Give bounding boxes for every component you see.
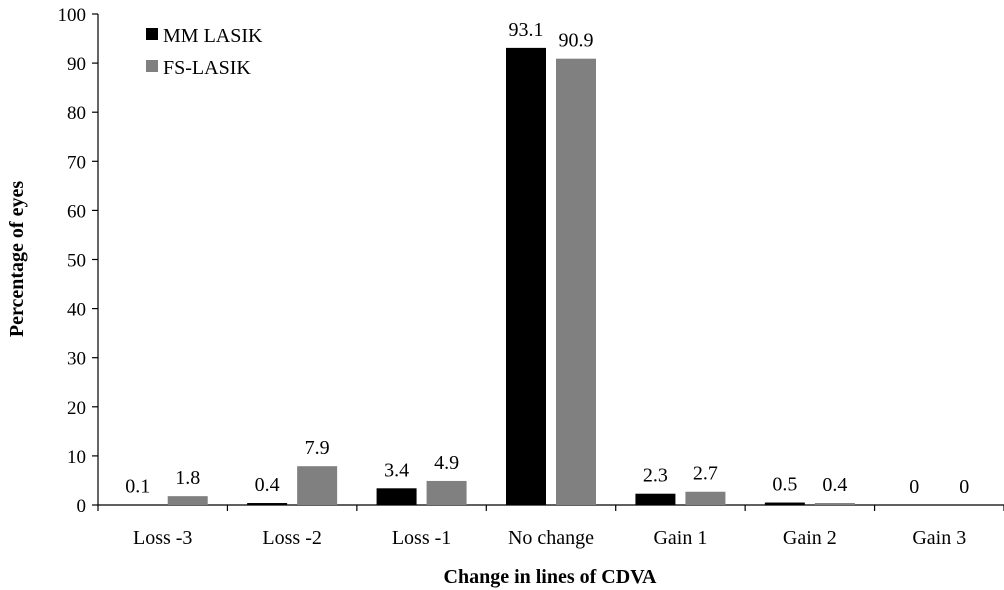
bar-fs-lasik <box>814 503 855 505</box>
y-tick-label: 80 <box>67 103 86 124</box>
data-label-mm-lasik: 3.4 <box>384 459 409 481</box>
bar-fs-lasik <box>685 491 726 505</box>
x-category-label: No change <box>508 527 594 549</box>
bar-mm-lasik <box>635 493 676 505</box>
legend-label-fs-lasik: FS-LASIK <box>163 57 251 79</box>
data-label-fs-lasik: 0.4 <box>822 474 847 496</box>
data-label-fs-lasik: 7.9 <box>305 437 330 459</box>
y-axis-title: Percentage of eyes <box>6 181 28 337</box>
bar-fs-lasik <box>426 480 467 505</box>
legend-swatch-mm-lasik <box>146 28 158 40</box>
x-category-label: Gain 1 <box>653 527 707 549</box>
y-tick-label: 30 <box>67 349 86 370</box>
y-tick-label: 20 <box>67 398 86 419</box>
data-label-mm-lasik: 0 <box>909 476 919 498</box>
y-tick-label: 50 <box>67 251 86 272</box>
x-category-label: Gain 3 <box>912 527 966 549</box>
data-label-fs-lasik: 2.7 <box>693 463 718 485</box>
data-label-mm-lasik: 0.4 <box>255 474 280 496</box>
x-axis-title: Change in lines of CDVA <box>444 566 658 588</box>
y-tick-label: 100 <box>58 5 87 26</box>
data-label-fs-lasik: 90.9 <box>559 30 594 52</box>
x-category-label: Loss -1 <box>392 527 451 549</box>
bar-mm-lasik <box>506 47 546 506</box>
y-tick-label: 70 <box>67 152 86 173</box>
bar-mm-lasik <box>247 503 288 505</box>
bar-fs-lasik <box>167 496 208 505</box>
y-tick-label: 90 <box>67 54 86 75</box>
x-category-label: Loss -3 <box>133 527 192 549</box>
y-tick-label: 0 <box>77 496 87 517</box>
data-label-fs-lasik: 1.8 <box>175 467 200 489</box>
data-label-fs-lasik: 0 <box>959 476 969 498</box>
y-tick-label: 60 <box>67 201 86 222</box>
x-category-label: Loss -2 <box>262 527 321 549</box>
legend-label-mm-lasik: MM LASIK <box>163 25 263 47</box>
bar-fs-lasik <box>556 58 596 505</box>
data-label-mm-lasik: 0.1 <box>125 476 150 498</box>
bar-mm-lasik <box>764 502 805 505</box>
data-label-fs-lasik: 4.9 <box>434 452 459 474</box>
legend: MM LASIK FS-LASIK <box>146 25 263 79</box>
x-category-label: Gain 2 <box>783 527 837 549</box>
y-tick-label: 40 <box>67 300 86 321</box>
legend-swatch-fs-lasik <box>146 60 158 72</box>
plot-area: 0 10 20 30 40 50 60 70 80 90 100 0.1 1.8 Loss -3 0.4 7.… <box>58 5 1004 549</box>
bar-mm-lasik <box>376 488 417 505</box>
data-label-mm-lasik: 2.3 <box>643 465 668 487</box>
y-tick-label: 10 <box>67 447 86 468</box>
data-label-mm-lasik: 93.1 <box>509 19 544 41</box>
data-label-mm-lasik: 0.5 <box>772 474 797 496</box>
bar-fs-lasik <box>297 466 338 505</box>
